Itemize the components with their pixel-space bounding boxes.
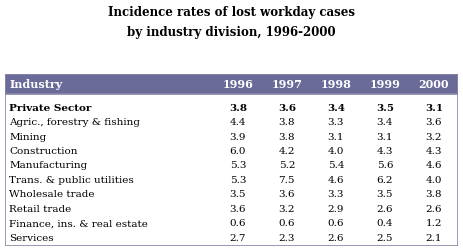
Bar xyxy=(5,74,458,94)
Text: 3.4: 3.4 xyxy=(376,118,393,127)
Text: 5.4: 5.4 xyxy=(328,161,344,170)
Text: 0.6: 0.6 xyxy=(279,219,295,228)
Text: 3.4: 3.4 xyxy=(327,104,345,113)
Text: 3.9: 3.9 xyxy=(230,133,246,142)
Text: 7.5: 7.5 xyxy=(279,176,295,185)
Text: Construction: Construction xyxy=(9,147,78,156)
Text: 3.3: 3.3 xyxy=(328,190,344,199)
Text: 3.5: 3.5 xyxy=(376,104,394,113)
Text: 5.2: 5.2 xyxy=(279,161,295,170)
Text: 3.5: 3.5 xyxy=(230,190,246,199)
Text: 3.6: 3.6 xyxy=(425,118,442,127)
Text: Industry: Industry xyxy=(9,79,63,90)
Text: 2.9: 2.9 xyxy=(328,205,344,214)
Text: 3.1: 3.1 xyxy=(328,133,344,142)
Text: 0.6: 0.6 xyxy=(328,219,344,228)
Text: 1999: 1999 xyxy=(369,79,400,90)
Text: Incidence rates of lost workday cases: Incidence rates of lost workday cases xyxy=(108,6,355,19)
Text: Agric., forestry & fishing: Agric., forestry & fishing xyxy=(9,118,140,127)
Text: Trans. & public utilities: Trans. & public utilities xyxy=(9,176,134,185)
Text: Finance, ins. & real estate: Finance, ins. & real estate xyxy=(9,219,148,228)
Text: 2.5: 2.5 xyxy=(376,234,393,243)
Text: 1.2: 1.2 xyxy=(425,219,442,228)
Text: 4.3: 4.3 xyxy=(376,147,393,156)
Text: 2.1: 2.1 xyxy=(425,234,442,243)
Text: 1996: 1996 xyxy=(222,79,253,90)
Text: 0.4: 0.4 xyxy=(376,219,393,228)
Text: 2.6: 2.6 xyxy=(328,234,344,243)
Text: 3.6: 3.6 xyxy=(230,205,246,214)
Text: 3.6: 3.6 xyxy=(279,190,295,199)
Text: 3.3: 3.3 xyxy=(328,118,344,127)
Text: 2.7: 2.7 xyxy=(230,234,246,243)
Text: 3.8: 3.8 xyxy=(279,133,295,142)
Text: Mining: Mining xyxy=(9,133,46,142)
Text: 6.2: 6.2 xyxy=(376,176,393,185)
Text: 4.3: 4.3 xyxy=(425,147,442,156)
Text: Services: Services xyxy=(9,234,54,243)
Text: 4.0: 4.0 xyxy=(328,147,344,156)
Text: 4.4: 4.4 xyxy=(230,118,246,127)
Text: 3.2: 3.2 xyxy=(425,133,442,142)
Text: 3.1: 3.1 xyxy=(425,104,443,113)
Text: 6.0: 6.0 xyxy=(230,147,246,156)
Text: 1997: 1997 xyxy=(271,79,302,90)
Text: Manufacturing: Manufacturing xyxy=(9,161,88,170)
Text: 1998: 1998 xyxy=(320,79,351,90)
Text: by industry division, 1996-2000: by industry division, 1996-2000 xyxy=(127,26,336,39)
Text: 4.6: 4.6 xyxy=(425,161,442,170)
Text: 5.3: 5.3 xyxy=(230,176,246,185)
Text: 2.6: 2.6 xyxy=(376,205,393,214)
Text: 3.8: 3.8 xyxy=(425,190,442,199)
Text: Wholesale trade: Wholesale trade xyxy=(9,190,94,199)
Text: 0.6: 0.6 xyxy=(230,219,246,228)
Text: 2.6: 2.6 xyxy=(425,205,442,214)
Text: 5.3: 5.3 xyxy=(230,161,246,170)
Text: 4.0: 4.0 xyxy=(425,176,442,185)
Text: 4.6: 4.6 xyxy=(328,176,344,185)
Text: Private Sector: Private Sector xyxy=(9,104,92,113)
Text: 3.8: 3.8 xyxy=(229,104,247,113)
Text: 3.2: 3.2 xyxy=(279,205,295,214)
Text: Retail trade: Retail trade xyxy=(9,205,71,214)
Text: 5.6: 5.6 xyxy=(376,161,393,170)
Text: 3.5: 3.5 xyxy=(376,190,393,199)
Text: 4.2: 4.2 xyxy=(279,147,295,156)
Text: 2.3: 2.3 xyxy=(279,234,295,243)
Text: 3.6: 3.6 xyxy=(278,104,296,113)
Text: 3.8: 3.8 xyxy=(279,118,295,127)
Text: 3.1: 3.1 xyxy=(376,133,393,142)
Text: 2000: 2000 xyxy=(419,79,449,90)
